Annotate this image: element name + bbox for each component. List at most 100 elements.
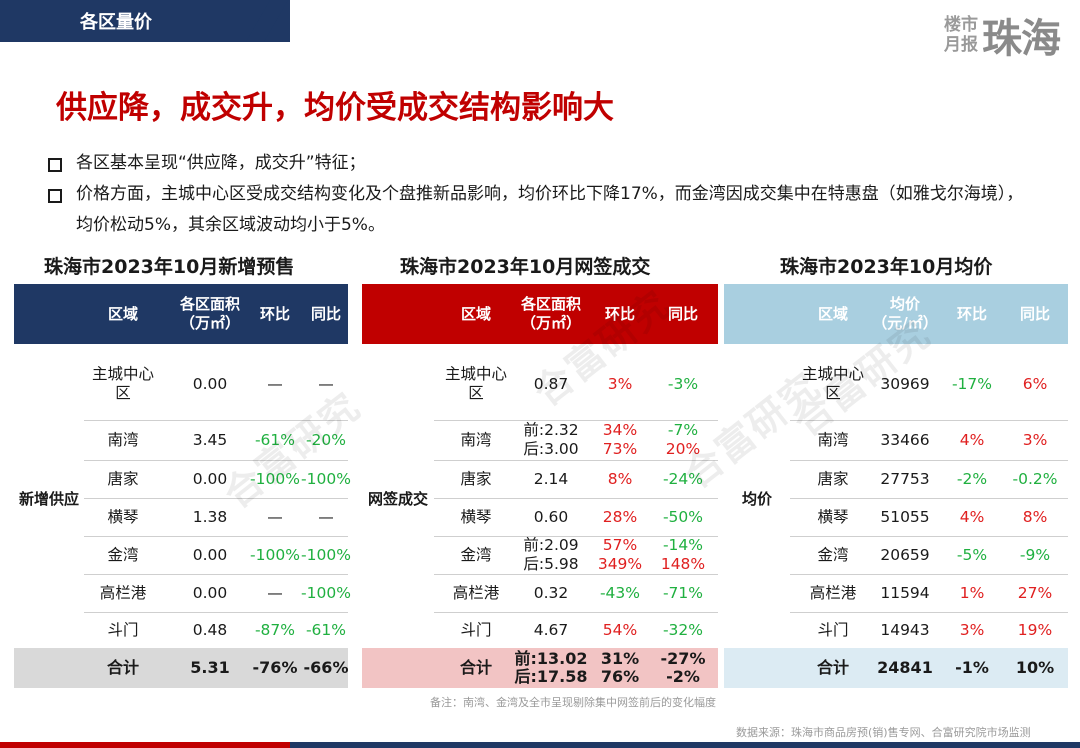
cell-line: 横琴 <box>817 507 849 526</box>
cell-line: 区 <box>115 384 131 402</box>
yoy-cell: -50% <box>652 498 714 536</box>
cell-line: -100% <box>250 545 300 564</box>
row-divider <box>434 498 718 499</box>
row-divider <box>84 536 348 537</box>
cell-line: 唐家 <box>817 469 849 488</box>
total-label: 合计 <box>434 648 518 688</box>
cell-line: 区 <box>825 384 841 402</box>
yoy-cell: — <box>304 348 348 420</box>
cell-line: — <box>267 583 283 602</box>
cell-line: 斗门 <box>817 620 849 639</box>
cell-line: 27% <box>1017 583 1053 602</box>
total-yoy: -27% -2% <box>652 648 714 688</box>
cell-line: 148% <box>660 555 706 573</box>
cell-line: -17% <box>951 374 993 393</box>
value-cell: 0.00 <box>162 536 258 574</box>
yoy-cell: -3% <box>652 348 714 420</box>
cell-line: 合计 <box>459 658 492 677</box>
page-title: 供应降，成交升，均价受成交结构影响大 <box>56 90 614 126</box>
row-divider <box>790 536 1068 537</box>
supply-table-title: 珠海市2023年10月新增预售 <box>44 256 295 278</box>
value-cell: 33466 <box>872 420 938 460</box>
value-cell: 4.67 <box>510 612 592 648</box>
cell-line: -9% <box>1019 545 1051 564</box>
cell-line: 金湾 <box>107 545 139 564</box>
cell-line: 前:2.32 <box>523 421 579 439</box>
cell-line: — <box>267 374 283 393</box>
cell-line: 1% <box>959 583 985 602</box>
cell-line: -32% <box>662 620 704 639</box>
brand-text-2: 月报 <box>944 35 978 55</box>
header-cell: 环比 <box>592 284 648 344</box>
value-cell: 0.00 <box>162 574 258 612</box>
value-cell: 1.38 <box>162 498 258 536</box>
value-cell: 0.60 <box>510 498 592 536</box>
cell-line: -71% <box>662 583 704 602</box>
header-cell: 同比 <box>304 284 348 344</box>
cell-line: 高栏港 <box>452 583 500 602</box>
header-cell: 各区面积 （万㎡） <box>510 284 592 344</box>
cell-line: — <box>267 507 283 526</box>
value-cell: 30969 <box>872 348 938 420</box>
sales-total-row <box>362 648 718 688</box>
value-cell: 0.00 <box>162 348 258 420</box>
bullet-text: 价格方面，主城中心区受成交结构变化及个盘推新品影响，均价环比下降17%，而金湾因… <box>76 184 1024 235</box>
area-cell: 南湾 <box>790 420 876 460</box>
cell-line: -100% <box>301 583 351 602</box>
yoy-cell: 27% <box>1006 574 1064 612</box>
cell-line: 0.00 <box>192 583 228 602</box>
cell-line: 3% <box>959 620 985 639</box>
cell-line: 后:3.00 <box>523 440 579 458</box>
cell-line: 57% <box>602 536 638 554</box>
mom-cell: -5% <box>938 536 1006 574</box>
cell-line: 20% <box>665 440 701 458</box>
cell-line: 各区面积 <box>520 295 581 313</box>
cell-line: 3.45 <box>192 430 228 449</box>
cell-line: （元/㎡） <box>872 314 938 332</box>
supply-table-header <box>14 284 348 344</box>
cell-line: （万㎡） <box>179 314 240 332</box>
cell-line: 南湾 <box>460 430 492 449</box>
yoy-cell: 8% <box>1006 498 1064 536</box>
price-table-header <box>724 284 1068 344</box>
mom-cell: 1% <box>938 574 1006 612</box>
cell-line: 斗门 <box>460 620 492 639</box>
mom-cell: -2% <box>938 460 1006 498</box>
cell-line: 0.60 <box>533 507 569 526</box>
mom-cell: 34% 73% <box>592 420 648 460</box>
price-side-label: 均价 <box>741 489 772 508</box>
cell-line: 8% <box>1022 507 1048 526</box>
value-cell: 27753 <box>872 460 938 498</box>
footer-bar <box>0 742 1080 748</box>
cell-line: 0.00 <box>192 469 228 488</box>
cell-line: 合计 <box>106 658 139 677</box>
area-cell: 金湾 <box>434 536 518 574</box>
row-divider <box>790 420 1068 421</box>
cell-line: 各区面积 <box>179 295 240 313</box>
value-cell: 0.32 <box>510 574 592 612</box>
cell-line: 1.38 <box>192 507 228 526</box>
yoy-cell: -0.2% <box>1006 460 1064 498</box>
cell-line: 横琴 <box>107 507 139 526</box>
area-cell: 唐家 <box>84 460 162 498</box>
cell-line: （万㎡） <box>520 314 581 332</box>
cell-line: -50% <box>662 507 704 526</box>
cell-line: 3% <box>1022 430 1048 449</box>
mom-cell: -100% <box>246 536 304 574</box>
total-mom: 31% 76% <box>592 648 648 688</box>
mom-cell: 3% <box>592 348 648 420</box>
cell-line: -0.2% <box>1012 469 1058 488</box>
row-divider <box>84 498 348 499</box>
cell-line: -100% <box>301 545 351 564</box>
row-divider <box>434 460 718 461</box>
cell-line: -87% <box>254 620 296 639</box>
header-cell: 同比 <box>652 284 714 344</box>
cell-line: -2% <box>666 667 700 686</box>
row-divider <box>84 420 348 421</box>
cell-line: 同比 <box>667 304 698 323</box>
cell-line: 前:2.09 <box>523 536 579 554</box>
bullet-item: 价格方面，主城中心区受成交结构变化及个盘推新品影响，均价环比下降17%，而金湾因… <box>46 179 1046 241</box>
value-cell: 0.87 <box>510 348 592 420</box>
cell-line: 6% <box>1022 374 1048 393</box>
cell-line: 33466 <box>880 430 930 449</box>
